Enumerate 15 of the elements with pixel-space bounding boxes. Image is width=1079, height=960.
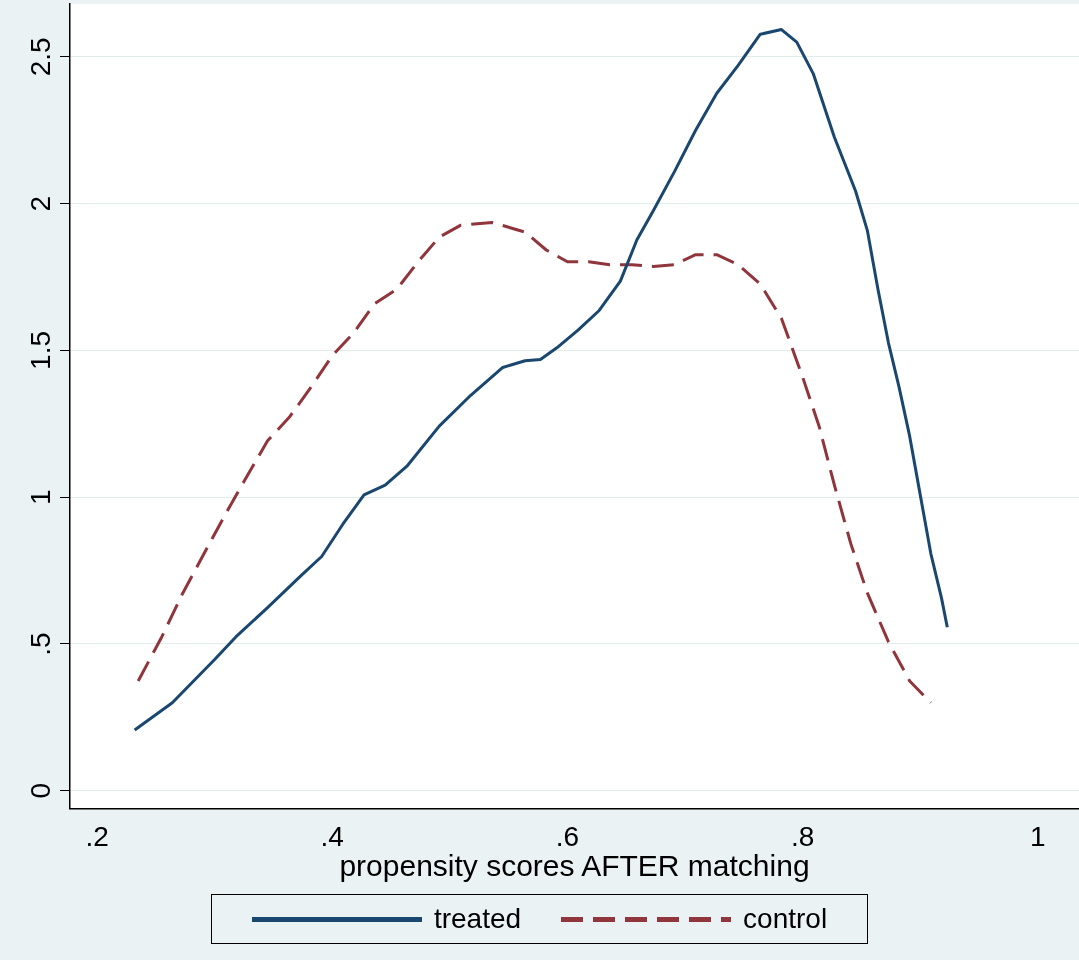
y-tick-label: 1.5: [24, 330, 56, 370]
y-tick-label: 1: [24, 489, 56, 505]
x-tick-label: .4: [320, 820, 344, 852]
x-tick-label: .2: [85, 820, 109, 852]
line-series: [136, 220, 933, 705]
y-tick-label: 0: [24, 783, 56, 799]
legend-label: treated: [433, 903, 522, 935]
y-tick-label: 2.5: [24, 37, 56, 77]
x-tick-label: .6: [555, 820, 580, 852]
y-tick-label: 2: [24, 195, 56, 212]
x-tick-label: .8: [790, 820, 815, 852]
x-axis-title: propensity scores AFTER matching: [339, 849, 810, 883]
y-tick-label: .5: [24, 632, 56, 656]
legend-label: control: [743, 903, 828, 935]
x-tick-label: 1: [1030, 820, 1046, 852]
